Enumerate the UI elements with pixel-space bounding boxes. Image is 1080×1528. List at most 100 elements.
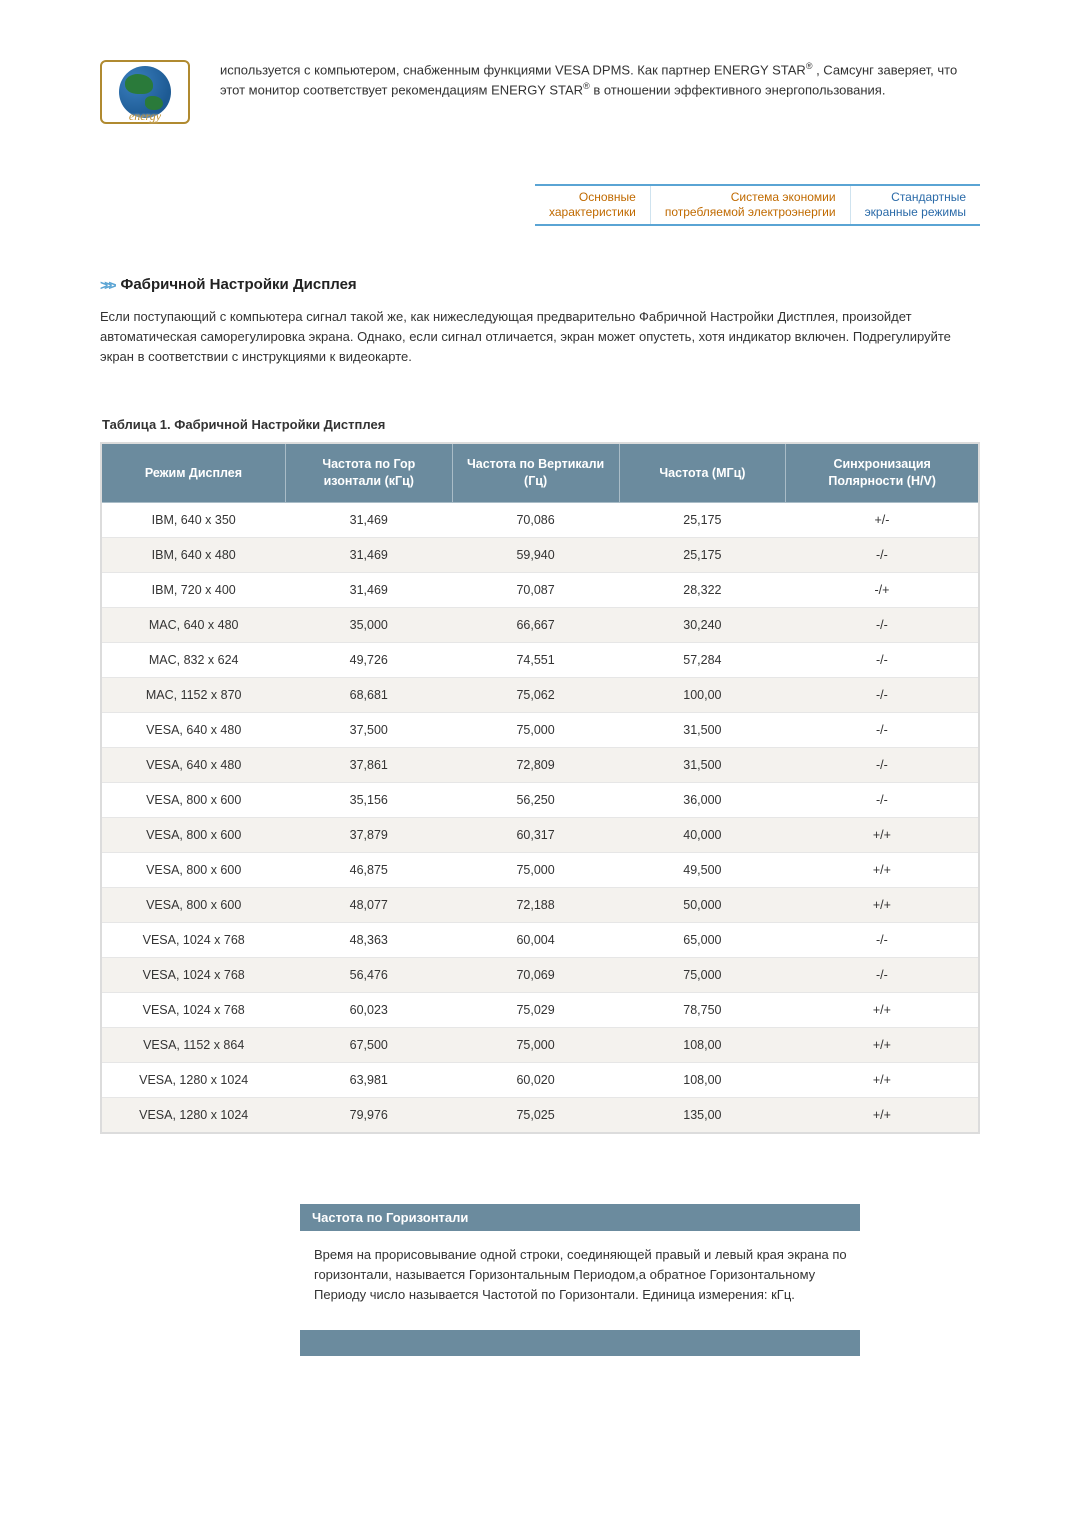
table-cell: 72,188	[452, 888, 619, 923]
table-cell: 75,000	[452, 1028, 619, 1063]
table-cell: 60,023	[285, 993, 452, 1028]
table-row: VESA, 1024 x 76848,36360,00465,000-/-	[101, 923, 979, 958]
table-caption: Таблица 1. Фабричной Настройки Дистплея	[102, 417, 980, 432]
chevron-icon: >>>	[100, 277, 113, 293]
intro-text: используется с компьютером, снабженным ф…	[220, 60, 980, 101]
table-cell: 66,667	[452, 608, 619, 643]
table-cell: +/+	[786, 1063, 979, 1098]
table-cell: 31,469	[285, 538, 452, 573]
table-cell: -/-	[786, 678, 979, 713]
table-row: VESA, 800 x 60046,87575,00049,500+/+	[101, 853, 979, 888]
table-cell: -/-	[786, 923, 979, 958]
table-row: MAC, 832 x 62449,72674,55157,284-/-	[101, 643, 979, 678]
col-vfreq: Частота по Вертикали (Гц)	[452, 443, 619, 502]
table-header-row: Режим Дисплея Частота по Гор изонтали (к…	[101, 443, 979, 502]
table-cell: -/-	[786, 643, 979, 678]
table-cell: -/+	[786, 573, 979, 608]
table-cell: 36,000	[619, 783, 786, 818]
table-cell: +/+	[786, 818, 979, 853]
table-cell: 75,025	[452, 1098, 619, 1134]
table-cell: VESA, 640 x 480	[101, 748, 285, 783]
nav-item-main-specs[interactable]: Основные характеристики	[535, 186, 651, 224]
table-cell: 135,00	[619, 1098, 786, 1134]
table-row: VESA, 640 x 48037,50075,00031,500-/-	[101, 713, 979, 748]
section-body: Если поступающий с компьютера сигнал так…	[100, 307, 980, 367]
table-cell: 67,500	[285, 1028, 452, 1063]
table-cell: 30,240	[619, 608, 786, 643]
table-cell: 49,500	[619, 853, 786, 888]
intro-row: energy используется с компьютером, снабж…	[100, 60, 980, 124]
nav-label: экранные режимы	[865, 205, 966, 219]
table-cell: 75,029	[452, 993, 619, 1028]
table-cell: 60,020	[452, 1063, 619, 1098]
table-cell: 75,000	[452, 853, 619, 888]
table-cell: VESA, 1024 x 768	[101, 993, 285, 1028]
table-cell: VESA, 800 x 600	[101, 783, 285, 818]
page: energy используется с компьютером, снабж…	[0, 0, 1080, 1436]
table-cell: 60,317	[452, 818, 619, 853]
table-row: IBM, 640 x 48031,46959,94025,175-/-	[101, 538, 979, 573]
energy-logo: energy	[100, 60, 190, 124]
nav-item-standard-modes[interactable]: Стандартные экранные режимы	[851, 186, 980, 224]
table-cell: 70,087	[452, 573, 619, 608]
table-cell: IBM, 640 x 350	[101, 503, 285, 538]
section-head: >>> Фабричной Настройки Дисплея	[100, 276, 980, 293]
table-cell: -/-	[786, 713, 979, 748]
table-cell: -/-	[786, 958, 979, 993]
table-cell: 72,809	[452, 748, 619, 783]
table-cell: VESA, 800 x 600	[101, 888, 285, 923]
col-mode: Режим Дисплея	[101, 443, 285, 502]
table-cell: 37,500	[285, 713, 452, 748]
nav-label: характеристики	[549, 205, 636, 219]
table-row: VESA, 640 x 48037,86172,80931,500-/-	[101, 748, 979, 783]
table-cell: 65,000	[619, 923, 786, 958]
table-cell: IBM, 640 x 480	[101, 538, 285, 573]
table-cell: 75,000	[619, 958, 786, 993]
table-cell: VESA, 1152 x 864	[101, 1028, 285, 1063]
table-cell: 68,681	[285, 678, 452, 713]
section-title: Фабричной Настройки Дисплея	[121, 276, 357, 293]
nav-label: Система экономии	[731, 190, 836, 204]
table-cell: 75,000	[452, 713, 619, 748]
table-row: VESA, 1024 x 76860,02375,02978,750+/+	[101, 993, 979, 1028]
table-row: MAC, 640 x 48035,00066,66730,240-/-	[101, 608, 979, 643]
table-cell: +/+	[786, 888, 979, 923]
table-cell: 75,062	[452, 678, 619, 713]
table-cell: +/+	[786, 993, 979, 1028]
table-cell: MAC, 640 x 480	[101, 608, 285, 643]
table-cell: MAC, 1152 x 870	[101, 678, 285, 713]
table-cell: 56,476	[285, 958, 452, 993]
table-cell: MAC, 832 x 624	[101, 643, 285, 678]
table-cell: 35,000	[285, 608, 452, 643]
table-cell: 46,875	[285, 853, 452, 888]
table-cell: VESA, 1280 x 1024	[101, 1063, 285, 1098]
table-cell: 48,363	[285, 923, 452, 958]
table-cell: 31,469	[285, 503, 452, 538]
nav-label: Основные	[579, 190, 636, 204]
table-cell: 74,551	[452, 643, 619, 678]
table-row: IBM, 640 x 35031,46970,08625,175+/-	[101, 503, 979, 538]
table-cell: 28,322	[619, 573, 786, 608]
table-cell: 70,086	[452, 503, 619, 538]
table-cell: 78,750	[619, 993, 786, 1028]
table-row: VESA, 1152 x 86467,50075,000108,00+/+	[101, 1028, 979, 1063]
table-row: MAC, 1152 x 87068,68175,062100,00-/-	[101, 678, 979, 713]
table-cell: 56,250	[452, 783, 619, 818]
col-pixclk: Частота (МГц)	[619, 443, 786, 502]
note-block: Частота по Горизонтали Время на прорисов…	[300, 1204, 860, 1355]
timing-table: Режим Дисплея Частота по Гор изонтали (к…	[100, 442, 980, 1134]
table-cell: VESA, 640 x 480	[101, 713, 285, 748]
table-cell: 100,00	[619, 678, 786, 713]
nav-item-power-saving[interactable]: Система экономии потребляемой электроэне…	[651, 186, 851, 224]
note-body: Время на прорисовывание одной строки, со…	[300, 1231, 860, 1329]
table-cell: 31,500	[619, 713, 786, 748]
col-hfreq: Частота по Гор изонтали (кГц)	[285, 443, 452, 502]
table-cell: 31,469	[285, 573, 452, 608]
table-cell: -/-	[786, 748, 979, 783]
table-cell: VESA, 800 x 600	[101, 818, 285, 853]
table-cell: 60,004	[452, 923, 619, 958]
table-cell: -/-	[786, 538, 979, 573]
table-cell: 79,976	[285, 1098, 452, 1134]
table-cell: 57,284	[619, 643, 786, 678]
table-cell: 37,879	[285, 818, 452, 853]
